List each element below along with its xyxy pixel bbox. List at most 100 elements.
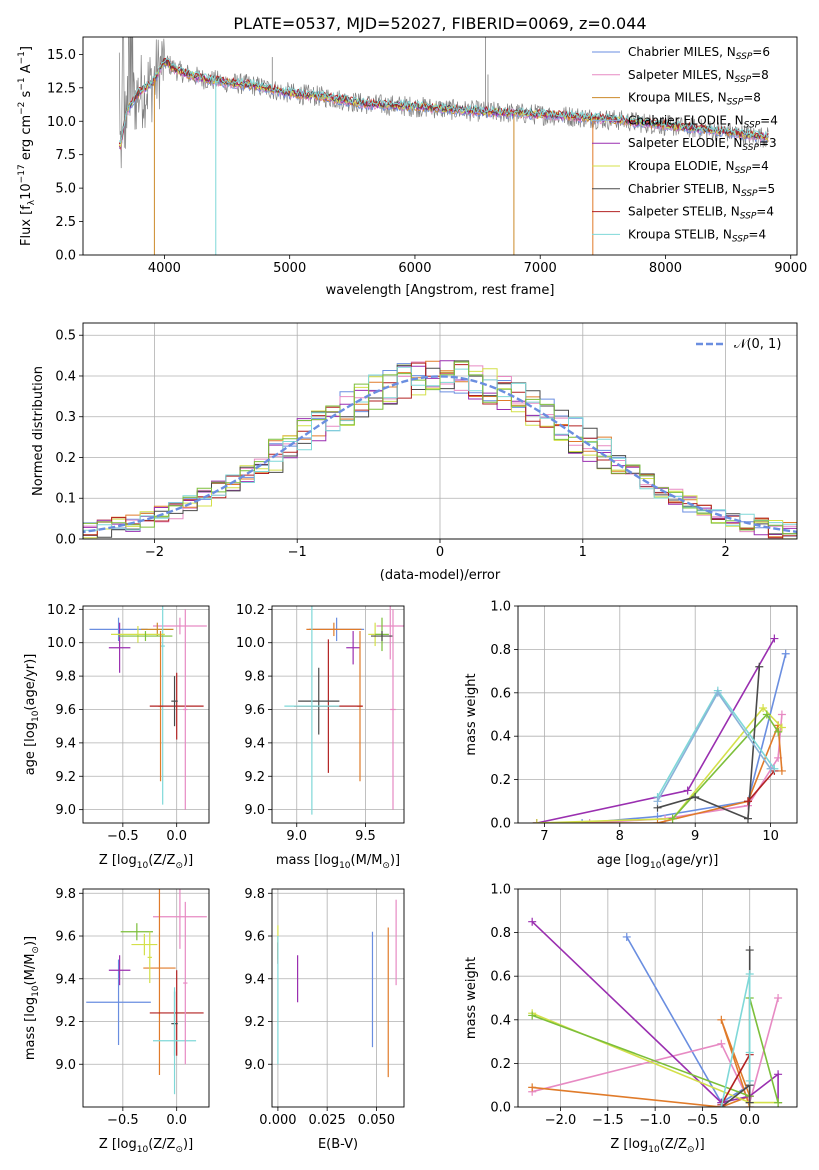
legend-subscript: SSP xyxy=(727,98,744,108)
x-axis-label: Z [log10​(Z/Z⊙​)] xyxy=(610,1137,704,1155)
plus-marker xyxy=(743,797,752,806)
legend-label: Kroupa STELIB, NSSP=4 xyxy=(628,227,766,244)
y-tick-label: 9.6 xyxy=(244,930,265,945)
label-part: 10 xyxy=(31,985,41,997)
x-tick-label: −1.0 xyxy=(639,1113,671,1128)
plot-area-mass_weight_vs_age xyxy=(532,634,790,823)
y-tick-label: 0.2 xyxy=(490,773,511,788)
x-tick-label: 10 xyxy=(762,829,779,844)
y-tick-label: 0.8 xyxy=(490,643,511,658)
plot-area-age_vs_Z xyxy=(89,606,207,810)
y-tick-label: 1.0 xyxy=(490,600,511,615)
chart-spectrum: 4000 5000 6000 7000 8000 9000 0.0 2.5 5.0 7.5 10.0… xyxy=(17,36,807,298)
y-tick-label: 9.0 xyxy=(244,1058,265,1073)
plus-marker xyxy=(777,723,786,732)
label-part: )] xyxy=(695,1137,705,1152)
label-part: age [log xyxy=(597,853,650,868)
plus-marker xyxy=(668,814,677,823)
plus-marker xyxy=(532,819,541,823)
legend-subscript: SSP xyxy=(744,120,761,130)
y-tick-label: 9.0 xyxy=(55,1058,76,1073)
chart-residuals: −2 −1 0 1 2 0.0 0.1 0.2 0.3 0.4 0.5 𝒩(0, 1) (data-mo… xyxy=(31,322,798,583)
label-part: )] xyxy=(23,936,38,946)
x-tick-label: −1 xyxy=(288,545,307,560)
legend-label: Chabrier MILES, NSSP=6 xyxy=(628,45,770,62)
chart-age_vs_mass: 9.0 9.5 9.0 9.2 9.4 9.6 9.8 10.0 10.2 mass [log10… xyxy=(236,603,405,871)
legend-label: Salpeter STELIB, NSSP=4 xyxy=(628,205,774,222)
label-part: s xyxy=(19,90,34,101)
label-part: (Z/Z xyxy=(660,1137,687,1152)
y-tick-label: 0.0 xyxy=(490,817,511,832)
plus-marker xyxy=(691,792,700,801)
label-part: ⊙ xyxy=(31,946,41,954)
y-axis-label: Normed distribution xyxy=(31,366,46,496)
label-part: A xyxy=(19,64,34,77)
x-axis-label: Z [log10​(Z/Z⊙​)] xyxy=(99,1137,193,1155)
x-tick-label: 0.050 xyxy=(358,1113,395,1128)
plus-marker xyxy=(777,710,786,719)
y-tick-label: 0.4 xyxy=(490,730,511,745)
label-part: (Z/Z xyxy=(148,853,175,868)
y-tick-label: 9.8 xyxy=(55,670,76,685)
plot-area-age_vs_mass xyxy=(284,606,404,815)
axes-frame xyxy=(517,605,798,824)
y-tick-label: 10.0 xyxy=(236,636,265,651)
legend-label: 𝒩(0, 1) xyxy=(734,337,781,352)
plus-marker xyxy=(774,727,783,736)
x-tick-label: −2 xyxy=(145,545,164,560)
y-tick-label: 0.2 xyxy=(490,1057,511,1072)
mass-weight-series-line xyxy=(720,973,751,1107)
legend-label: Salpeter MILES, NSSP=8 xyxy=(628,68,769,85)
plus-marker xyxy=(770,634,779,643)
spectrum-legend: Chabrier MILES, NSSP=6 Salpeter MILES, NS… xyxy=(592,45,778,244)
x-tick-label: 0.0 xyxy=(166,1113,187,1128)
plus-marker xyxy=(745,1048,754,1057)
label-part: Z [log xyxy=(99,1137,137,1152)
x-axis-label: Z [log10​(Z/Z⊙​)] xyxy=(99,853,193,871)
label-part: (M/M xyxy=(23,954,38,986)
legend-label: Kroupa MILES, NSSP=8 xyxy=(628,91,761,108)
y-tick-label: 9.4 xyxy=(244,972,265,987)
mass-weight-series-line xyxy=(536,714,783,823)
mass-weight-series-line xyxy=(536,638,776,823)
plus-marker xyxy=(766,764,775,773)
plot-area-mass_vs_Z xyxy=(86,889,207,1095)
y-tick-label: 9.0 xyxy=(55,803,76,818)
x-tick-label: −0.5 xyxy=(687,1113,719,1128)
x-tick-label: 6000 xyxy=(398,261,431,276)
legend-subscript: SSP xyxy=(735,75,752,85)
label-part: ⊙ xyxy=(382,861,390,871)
chart-mass_vs_ebv: 0.000 0.025 0.050 9.0 9.2 9.4 9.6 9.8 E(B-V) xyxy=(244,887,405,1152)
plus-marker xyxy=(528,1083,537,1092)
plus-marker xyxy=(585,819,594,823)
y-tick-label: 9.4 xyxy=(55,736,76,751)
y-tick-label: 7.5 xyxy=(55,148,76,163)
x-tick-label: 8 xyxy=(616,829,624,844)
y-tick-label: 9.4 xyxy=(244,736,265,751)
y-axis-label: mass weight xyxy=(464,673,479,755)
plus-marker xyxy=(713,688,722,697)
y-tick-label: 10.0 xyxy=(47,115,76,130)
y-tick-label: 0.6 xyxy=(490,970,511,985)
y-tick-label: 0.3 xyxy=(55,410,76,425)
y-tick-label: 0.0 xyxy=(55,249,76,264)
legend-value: =3 xyxy=(759,136,777,150)
x-axis-label: mass [log10​(M/M⊙​)] xyxy=(276,853,400,871)
label-part: Z [log xyxy=(610,1137,648,1152)
label-part: λ xyxy=(27,199,37,205)
axes-frame xyxy=(82,322,798,540)
legend-subscript: SSP xyxy=(742,143,759,153)
y-tick-label: 9.8 xyxy=(244,887,265,902)
y-tick-label: 0.0 xyxy=(55,533,76,548)
label-part: )] xyxy=(390,853,400,868)
label-part: −17 xyxy=(17,164,27,183)
mass-weight-series-line xyxy=(536,706,783,823)
legend-subscript: SSP xyxy=(740,212,757,222)
panels-group: 4000 5000 6000 7000 8000 90000.02.55.07.510.0… xyxy=(17,36,807,1155)
label-part: )] xyxy=(183,853,193,868)
legend-subscript: SSP xyxy=(735,166,752,176)
axes-frame xyxy=(271,605,405,824)
label-part: E(B-V) xyxy=(318,1137,358,1152)
label-part: ⊙ xyxy=(175,1145,183,1155)
